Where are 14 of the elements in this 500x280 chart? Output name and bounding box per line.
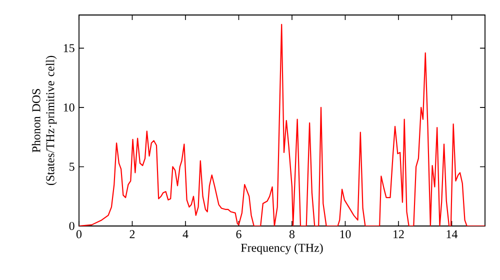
y-axis-title: Phonon DOS (States/THz·primitive cell) [32,56,57,186]
x-axis-title: Frequency (THz) [241,243,323,254]
x-tick-label: 12 [394,230,404,238]
x-tick-label: 2 [130,230,135,238]
y-tick-label: 5 [70,162,74,171]
x-tick-label: 14 [446,230,458,238]
y-tick-label: 10 [64,103,74,112]
x-tick-label: 4 [182,230,188,238]
x-tick-label: 10 [340,230,351,238]
x-tick-label: 6 [236,230,242,238]
y-tick-label: 0 [69,222,74,230]
x-tick-label: 0 [76,230,82,238]
y-tick-label: 15 [64,44,74,52]
x-tick-label: 8 [289,230,295,238]
